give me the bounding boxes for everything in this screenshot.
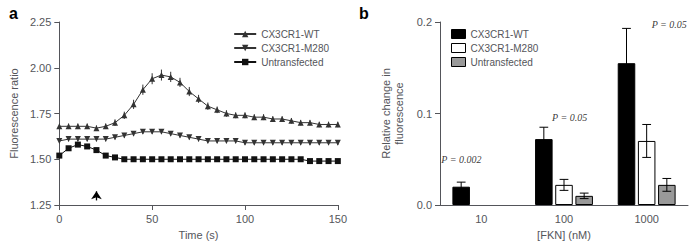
svg-text:P = 0.05: P = 0.05: [551, 112, 587, 123]
svg-text:CX3CR1-WT: CX3CR1-WT: [471, 29, 529, 40]
svg-text:100: 100: [555, 213, 573, 225]
svg-text:1.75: 1.75: [30, 108, 51, 120]
svg-text:100: 100: [236, 213, 254, 225]
svg-text:10: 10: [475, 213, 487, 225]
svg-text:2.25: 2.25: [30, 16, 51, 28]
svg-text:0.1: 0.1: [417, 108, 432, 120]
svg-text:P = 0.05: P = 0.05: [651, 19, 687, 30]
svg-text:150: 150: [329, 213, 347, 225]
svg-text:0.0: 0.0: [417, 199, 432, 211]
svg-text:0.2: 0.2: [417, 16, 432, 28]
svg-text:Relative change in: Relative change in: [380, 68, 392, 159]
svg-text:1.25: 1.25: [30, 199, 51, 211]
svg-text:2.00: 2.00: [30, 62, 51, 74]
svg-text:1000: 1000: [634, 213, 658, 225]
svg-text:CX3CR1-M280: CX3CR1-M280: [471, 43, 539, 54]
svg-text:fluorescence: fluorescence: [393, 82, 405, 144]
svg-text:CX3CR1-M280: CX3CR1-M280: [261, 43, 329, 54]
svg-text:Untransfected: Untransfected: [471, 57, 533, 68]
svg-text:a: a: [9, 5, 18, 22]
svg-text:Fluorescence ratio: Fluorescence ratio: [8, 68, 20, 159]
svg-text:P = 0.002: P = 0.002: [440, 154, 481, 165]
svg-text:1.50: 1.50: [30, 153, 51, 165]
svg-text:0: 0: [56, 213, 62, 225]
svg-text:Time (s): Time (s): [179, 229, 219, 241]
svg-text:[FKN] (nM): [FKN] (nM): [537, 229, 591, 241]
svg-text:CX3CR1-WT: CX3CR1-WT: [261, 29, 319, 40]
svg-text:Untransfected: Untransfected: [261, 57, 323, 68]
svg-text:50: 50: [146, 213, 158, 225]
svg-text:b: b: [359, 5, 369, 22]
